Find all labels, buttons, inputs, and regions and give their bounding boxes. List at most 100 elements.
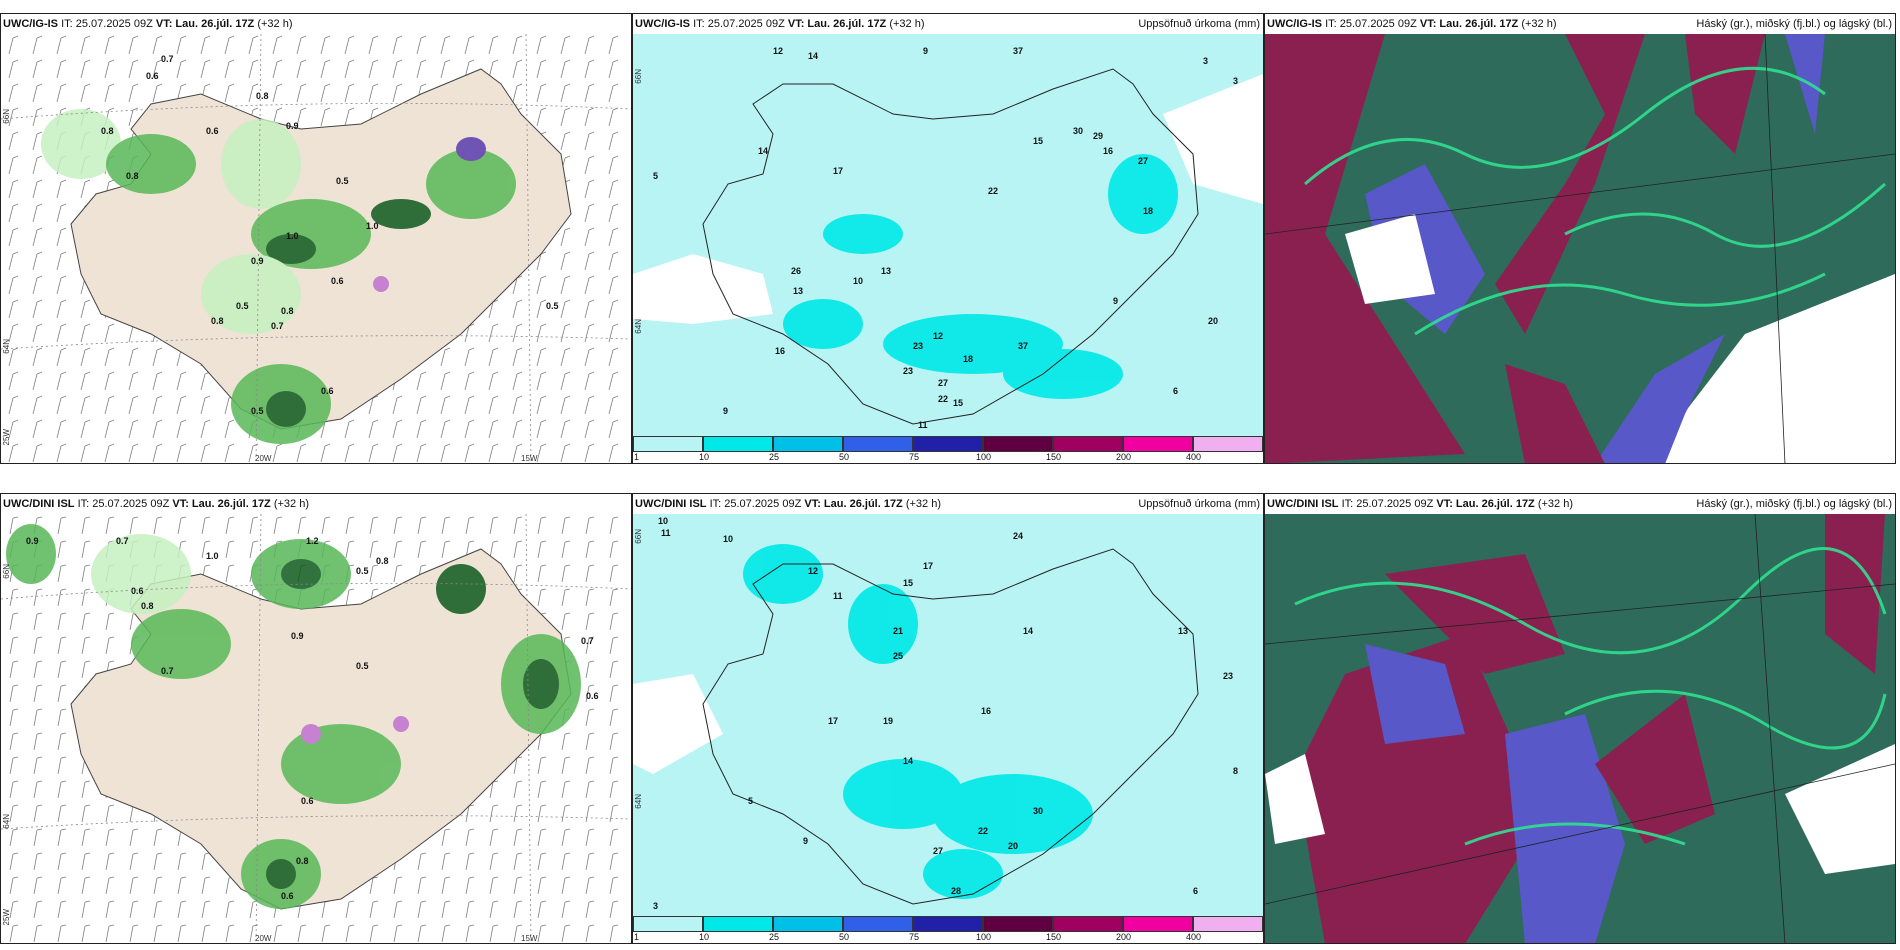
precip-value: 23 [913,341,923,351]
precip-value: 20 [1008,841,1018,851]
precip-value: 5 [653,171,658,181]
cp-value: 1.0 [206,551,219,561]
cp-value: 0.9 [291,631,304,641]
cp-value: 1.2 [306,536,319,546]
cb-swatch [983,436,1053,452]
cp-value: 0.8 [126,171,139,181]
precip-value: 6 [1193,886,1198,896]
cb-tick: 400 [1186,452,1202,462]
cb-swatch [1053,916,1123,932]
cb-tick: 100 [976,452,992,462]
valid-time: Lau. 26.júl. 17Z [175,18,255,30]
precip-value: 15 [953,398,963,408]
cb-swatch [843,916,913,932]
precip-value: 30 [1033,806,1043,816]
panel-cloud-dini: UWC/DINI ISL IT: 25.07.2025 09Z VT: Lau.… [1264,493,1896,944]
cb-swatch [1123,436,1193,452]
precip-value: 17 [923,561,933,571]
lead-time: (+32 h) [905,498,942,510]
precip-value: 30 [1073,126,1083,136]
cp-value: 0.6 [206,126,219,136]
cp-value: 0.8 [376,556,389,566]
cb-tick: 10 [699,452,710,462]
cp-value: 0.8 [296,856,309,866]
cp-value: 0.5 [546,301,559,311]
precip-value: 9 [723,406,728,416]
panel-header: UWC/DINI ISL IT: 25.07.2025 09Z VT: Lau.… [633,494,1263,514]
precip-value: 24 [1013,531,1023,541]
cp-value: 0.8 [141,601,154,611]
cb-tick: 75 [909,932,920,942]
precip-value: 3 [1203,56,1208,66]
cp-value: 1.0 [286,231,299,241]
cb-tick: 400 [1186,932,1202,942]
precip-value: 5 [748,796,753,806]
valid-time-label: VT: [1419,18,1437,30]
valid-time: Lau. 26.júl. 17Z [191,498,271,510]
lat-label: 66N [634,69,643,84]
precip-value: 16 [1103,146,1113,156]
valid-time-label: VT: [804,498,821,510]
cp-value: 1.0 [366,221,379,231]
precip-value: 8 [1233,766,1238,776]
precip-value: 11 [661,528,671,538]
init-time: IT: 25.07.2025 09Z [693,18,785,30]
cp-value: 0.8 [256,91,269,101]
cb-tick: 1 [634,452,640,462]
lat-label: 25W [2,429,11,446]
cp-value: 0.6 [321,386,334,396]
precip-value: 23 [903,366,913,376]
cb-swatch [1123,916,1193,932]
cb-tick: 50 [839,452,850,462]
precip-value: 29 [1093,131,1103,141]
cb-swatch [843,436,913,452]
cp-value: 0.6 [131,586,144,596]
precip-value: 17 [828,716,838,726]
lat-label: 25W [2,909,11,926]
cb-tick: 50 [839,932,850,942]
cp-value: 0.7 [271,321,284,331]
precip-value: 12 [808,566,818,576]
precip-value: 37 [1018,341,1028,351]
lat-label: 64N [2,814,11,829]
cp-value: 0.5 [236,301,249,311]
precip-value: 13 [793,286,803,296]
cb-tick: 200 [1116,452,1132,462]
cb-swatch [773,916,843,932]
precip-value: 3 [1233,76,1238,86]
cp-value: 0.5 [336,176,349,186]
panel-cloud-igis: UWC/IG-IS IT: 25.07.2025 09Z VT: Lau. 26… [1264,13,1896,464]
precip-value: 9 [803,836,808,846]
cp-value: 0.9 [251,256,264,266]
precip-value: 18 [963,354,973,364]
cb-swatch [703,436,773,452]
valid-time-label: VT: [172,498,189,510]
precip-value: 18 [1143,206,1153,216]
field-title: Háský (gr.), miðský (fj.bl.) og lágský (… [1696,498,1892,510]
convective-precip-map: 0.7 0.6 0.8 0.8 0.9 0.6 0.5 1.0 0.8 1.0 … [1,34,631,463]
valid-time: Lau. 26.júl. 17Z [1455,498,1535,510]
accum-precip-map: 10 11 10 24 12 11 15 17 21 25 14 19 17 3… [633,514,1263,918]
cloud-cover-map [1265,34,1895,463]
precip-value: 22 [988,186,998,196]
precip-value: 10 [723,534,733,544]
precip-value: 23 [1223,671,1233,681]
precip-value: 37 [1013,46,1023,56]
lat-label: 66N [2,564,11,579]
cp-value: 0.8 [211,316,224,326]
valid-time-label: VT: [155,18,173,30]
field-title: Háský (gr.), miðský (fj.bl.) og lágský (… [1696,18,1892,30]
cp-value: 0.7 [161,54,174,64]
cb-swatch [1053,436,1123,452]
precip-value: 11 [833,591,843,601]
cp-value: 0.6 [146,71,159,81]
precip-value: 20 [1208,316,1218,326]
lon-label: 15W [521,454,538,463]
panel-accum-precip-dini: UWC/DINI ISL IT: 25.07.2025 09Z VT: Lau.… [632,493,1264,944]
precip-value: 6 [1173,386,1178,396]
cp-value: 0.6 [281,891,294,901]
panel-header: UWC/DINI ISL IT: 25.07.2025 09Z VT: Lau.… [1,494,631,514]
cb-swatch [633,436,703,452]
lead-time: (+32 h) [1537,498,1574,510]
model-name: UWC/IG-IS [635,18,690,30]
